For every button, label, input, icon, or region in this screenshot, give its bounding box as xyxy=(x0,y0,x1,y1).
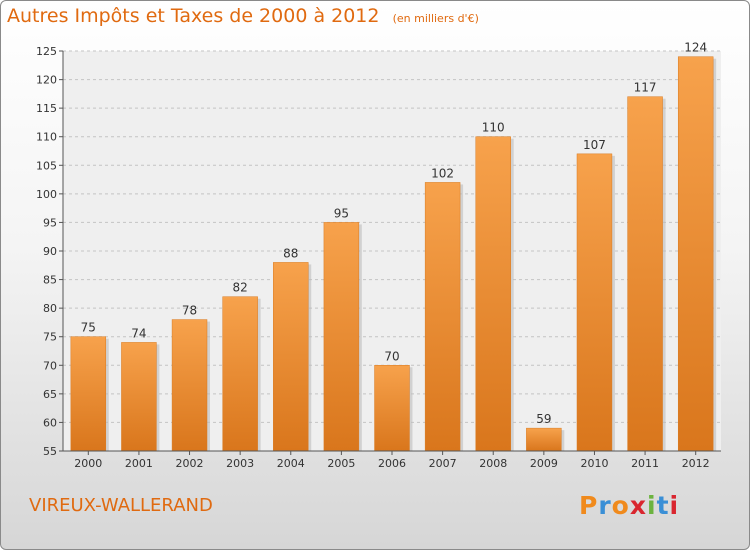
bars: 75 74 78 82 88 95 70 102 110 59 107 117 124 xyxy=(70,41,717,452)
value-label-2010: 107 xyxy=(583,138,606,152)
x-tick-label-2002: 2002 xyxy=(176,457,204,470)
value-label-2002: 78 xyxy=(182,304,197,318)
value-label-2006: 70 xyxy=(384,349,399,363)
chart-subtitle: (en milliers d'€) xyxy=(392,12,479,25)
bar-2004 xyxy=(273,262,309,452)
y-tick-label: 95 xyxy=(43,216,57,229)
bar-2005 xyxy=(323,222,360,452)
bar-2011 xyxy=(627,96,663,452)
value-label-2005: 95 xyxy=(334,206,349,220)
logo-letter: x xyxy=(629,491,647,520)
bar-2007 xyxy=(424,182,461,452)
value-label-2011: 117 xyxy=(634,81,657,95)
y-tick-label: 85 xyxy=(43,274,57,287)
y-tick-label: 60 xyxy=(43,416,57,429)
x-tick-label-2004: 2004 xyxy=(277,457,305,470)
y-tick-label: 110 xyxy=(36,131,57,144)
bar-2000 xyxy=(70,336,107,452)
y-tick-label: 80 xyxy=(43,302,57,315)
value-label-2000: 75 xyxy=(81,321,96,335)
x-tick-label-2003: 2003 xyxy=(226,457,254,470)
x-tick-label-2012: 2012 xyxy=(682,457,710,470)
bar-2008 xyxy=(475,136,511,452)
value-label-2007: 102 xyxy=(431,166,454,180)
bar-2001 xyxy=(121,342,157,452)
x-tick-label-2001: 2001 xyxy=(125,457,153,470)
bar-2002 xyxy=(171,319,208,452)
logo-letter: t xyxy=(656,491,670,520)
bar-2010 xyxy=(576,153,613,452)
y-tick-label: 65 xyxy=(43,388,57,401)
y-tick-label: 105 xyxy=(36,159,57,172)
x-tick-label-2009: 2009 xyxy=(530,457,558,470)
logo-letter: r xyxy=(598,491,612,520)
y-tick-label: 75 xyxy=(43,331,57,344)
value-label-2003: 82 xyxy=(233,281,248,295)
bar-2009 xyxy=(526,427,562,452)
bar-2012 xyxy=(677,56,714,452)
logo-letter: o xyxy=(611,491,630,520)
axes: 55 60 65 70 75 80 85 90 95 100 105 110 115 120 125 2000… xyxy=(36,45,721,470)
y-tick-label: 120 xyxy=(36,74,57,87)
y-tick-label: 115 xyxy=(36,102,57,115)
title-row: Autres Impôts et Taxes de 2000 à 2012 (e… xyxy=(7,5,479,27)
value-label-2001: 74 xyxy=(131,326,146,340)
chart-title: Autres Impôts et Taxes de 2000 à 2012 xyxy=(7,5,380,27)
x-tick-label-2000: 2000 xyxy=(74,457,102,470)
proxiti-logo: Proxiti xyxy=(579,491,679,520)
y-tick-label: 90 xyxy=(43,245,57,258)
x-tick-label-2008: 2008 xyxy=(479,457,507,470)
bar-2006 xyxy=(374,365,410,452)
commune-name: VIREUX-WALLERAND xyxy=(29,495,213,516)
y-tick-label: 70 xyxy=(43,359,57,372)
value-label-2009: 59 xyxy=(536,412,551,426)
logo-letter: i xyxy=(647,491,657,520)
value-label-2008: 110 xyxy=(482,121,505,135)
x-tick-label-2011: 2011 xyxy=(631,457,659,470)
value-label-2012: 124 xyxy=(684,41,707,55)
value-label-2004: 88 xyxy=(283,246,298,260)
x-tick-label-2007: 2007 xyxy=(429,457,457,470)
bar-2003 xyxy=(222,296,258,452)
logo-letter: P xyxy=(579,491,599,520)
x-tick-label-2005: 2005 xyxy=(327,457,355,470)
y-tick-label: 100 xyxy=(36,188,57,201)
y-tick-label: 125 xyxy=(36,45,57,58)
x-tick-label-2006: 2006 xyxy=(378,457,406,470)
y-tick-label: 55 xyxy=(43,445,57,458)
x-tick-label-2010: 2010 xyxy=(580,457,608,470)
logo-letter: i xyxy=(669,491,680,520)
